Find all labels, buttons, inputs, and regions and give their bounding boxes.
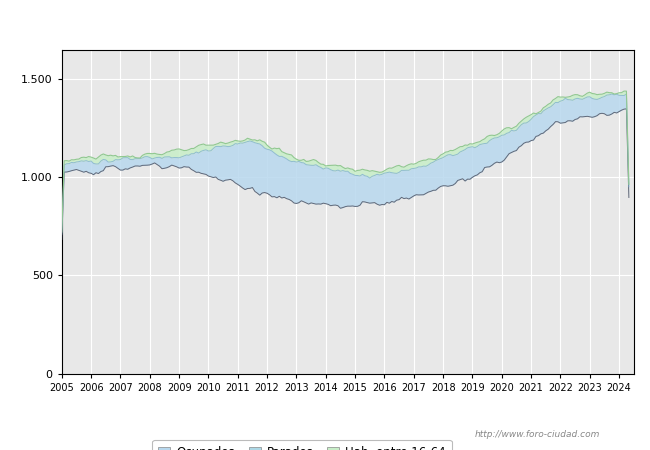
Legend: Ocupados, Parados, Hab. entre 16-64: Ocupados, Parados, Hab. entre 16-64 [152, 440, 452, 450]
Text: http://www.foro-ciudad.com: http://www.foro-ciudad.com [474, 430, 600, 439]
Text: Sarral  -  Evolucion de la poblacion en edad de Trabajar Mayo de 2024: Sarral - Evolucion de la poblacion en ed… [68, 14, 582, 28]
